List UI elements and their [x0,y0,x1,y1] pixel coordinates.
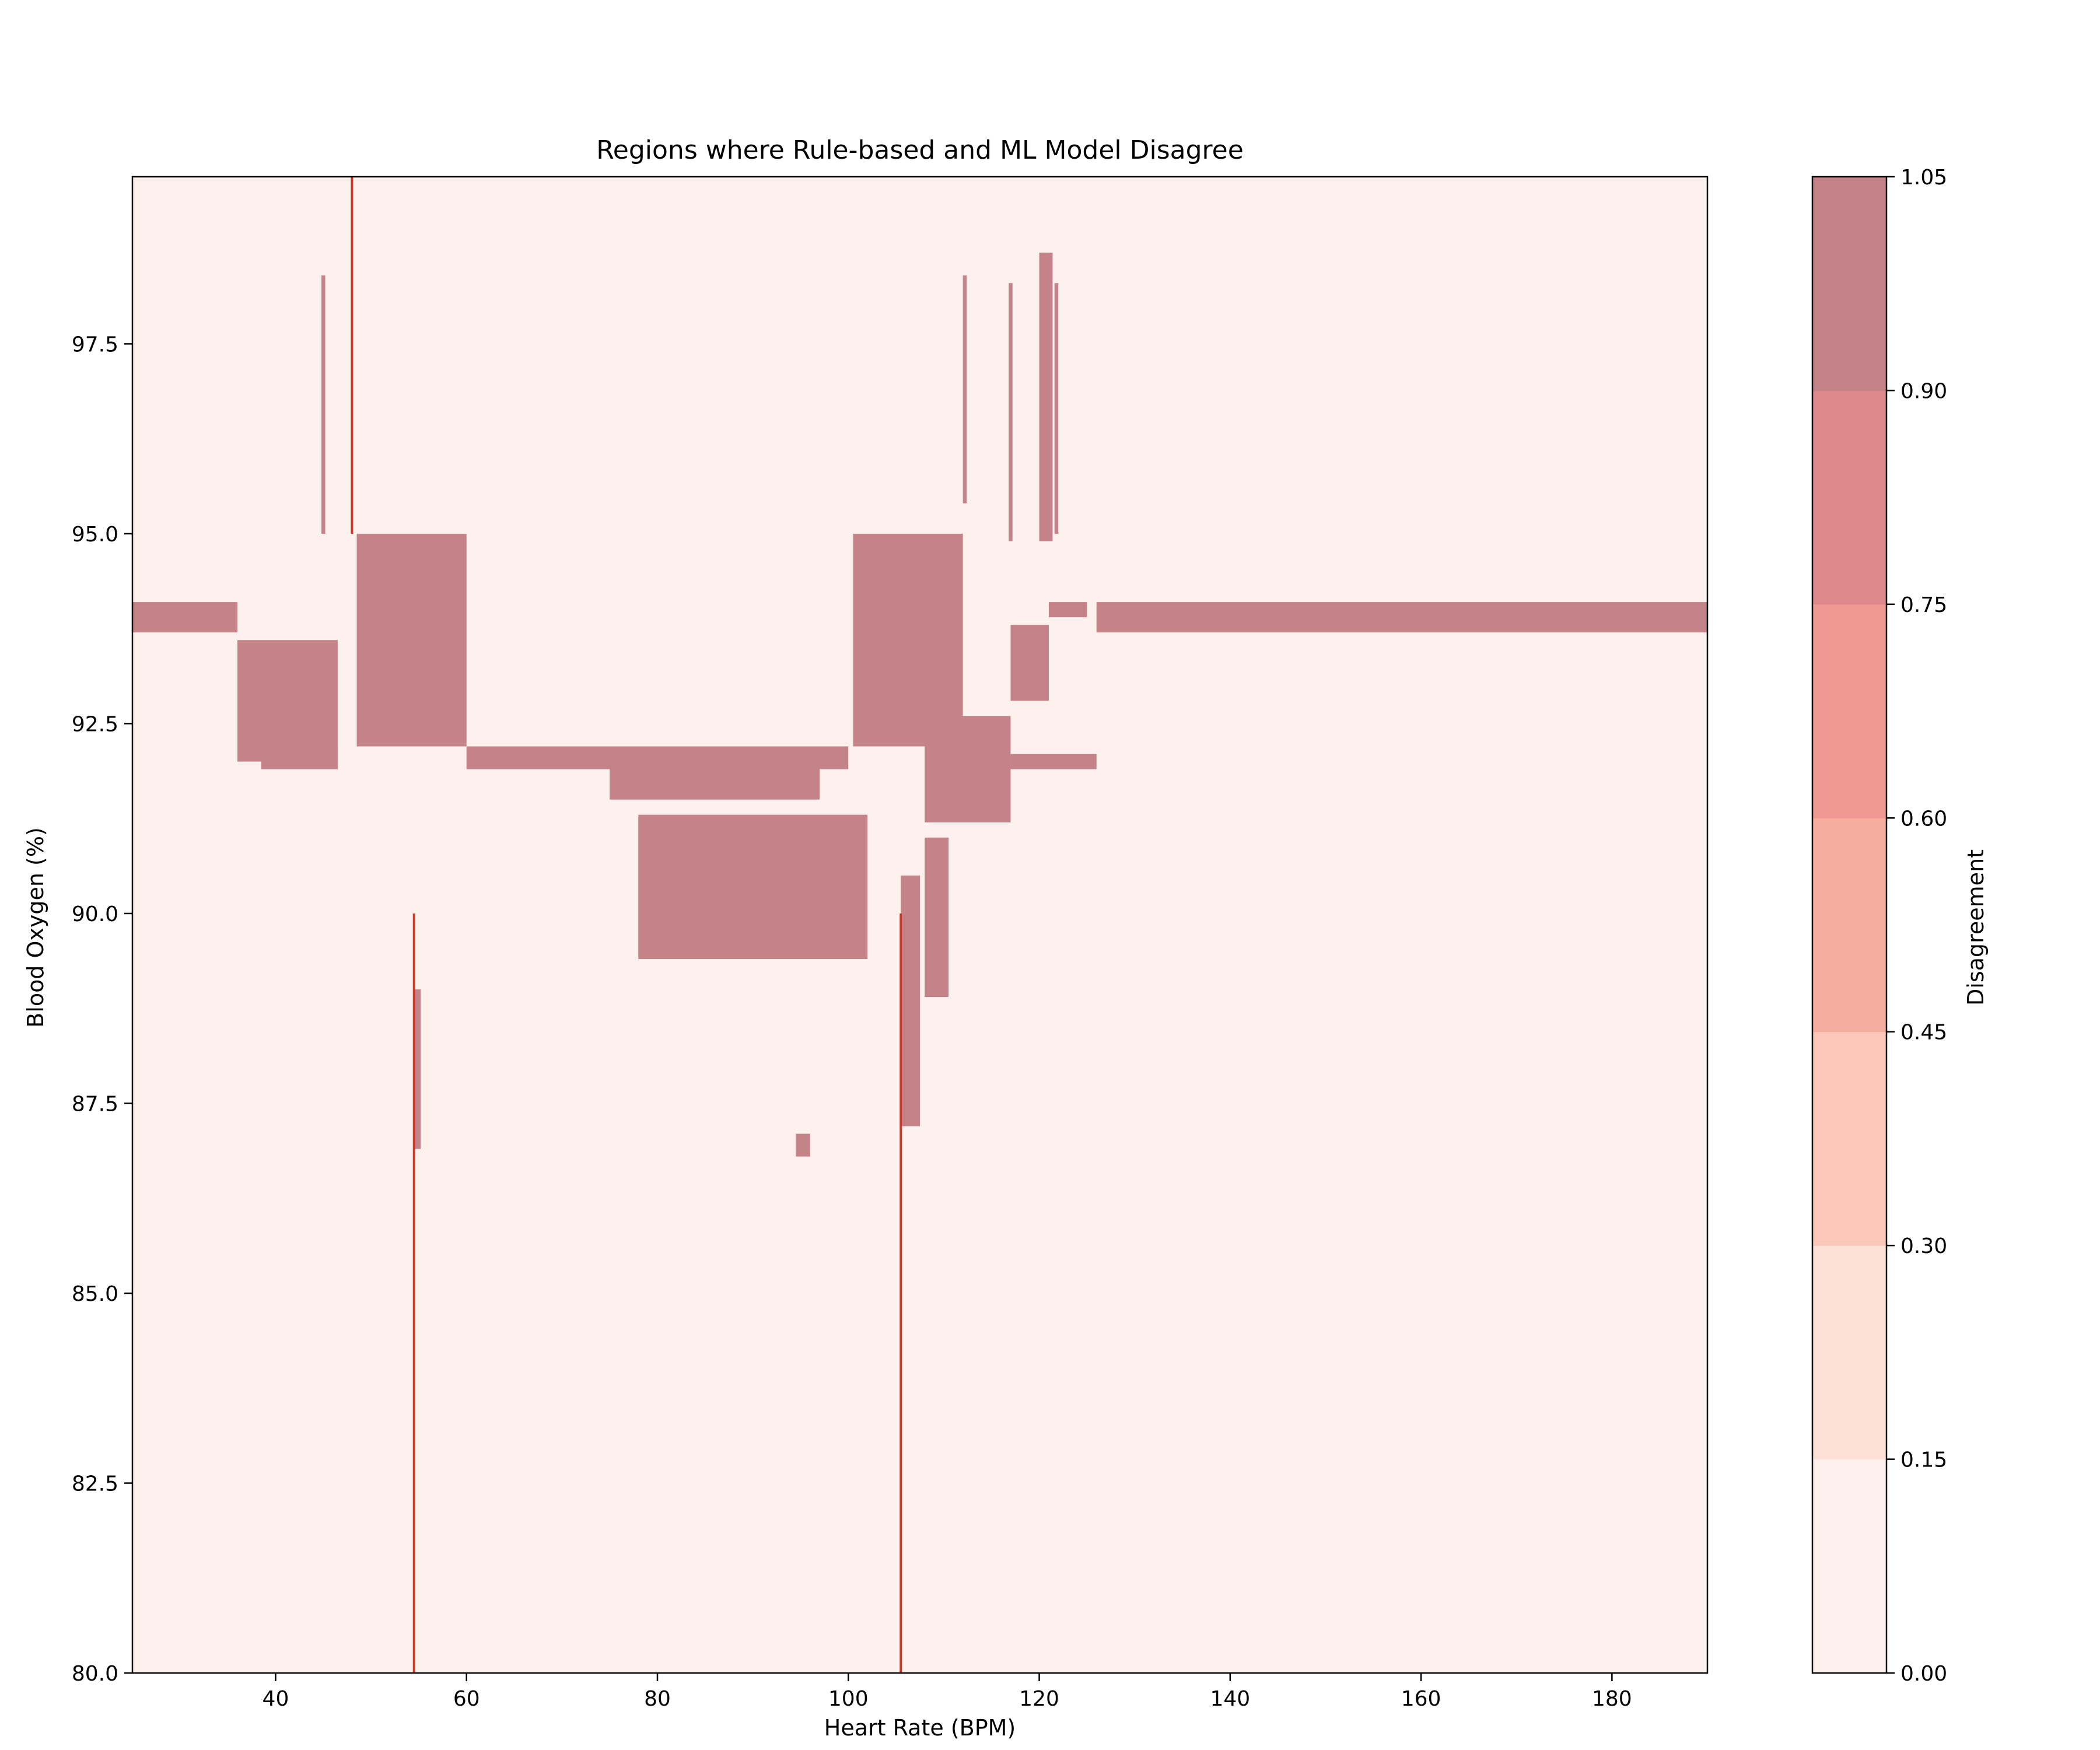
colorbar: 0.00 0.15 0.30 0.45 0.60 0.75 0.90 1.05 [1811,166,1947,1686]
x-axis-label: Heart Rate (BPM) [824,1715,1016,1741]
region-band [321,275,326,534]
colorbar-segment [1812,1245,1887,1460]
colorbar-tick-label: 0.60 [1901,807,1947,831]
region-band [237,640,338,762]
region-band [1048,602,1087,618]
y-tick-label: 92.5 [72,712,118,736]
colorbar-segment [1812,604,1887,818]
region-band [356,533,467,747]
region-column-108-110 [925,837,949,998]
colorbar-segment [1812,1031,1887,1246]
y-axis-ticks: 80.0 82.5 85.0 87.5 90.0 92.5 95.0 97.5 [72,332,132,1686]
x-tick-label: 160 [1401,1687,1441,1711]
x-tick-label: 180 [1592,1687,1632,1711]
axes-frame [131,176,1709,1674]
y-tick-label: 82.5 [72,1472,118,1496]
x-tick-label: 80 [644,1687,671,1711]
y-tick-label: 95.0 [72,523,118,547]
colorbar-tick-label: 0.15 [1901,1448,1947,1472]
region-spike-117 [1009,283,1013,541]
colorbar-tick-label: 0.30 [1901,1234,1947,1258]
region-wedge-50-60 [356,533,467,747]
colorbar-tick-label: 0.75 [1901,593,1947,617]
y-axis-label: Blood Oxygen (%) [23,827,48,1028]
colorbar-tick-label: 0.45 [1901,1021,1947,1045]
region-band [638,814,867,960]
colorbar-segment [1812,177,1887,391]
region-column-104-107 [901,875,920,1126]
x-tick-label: 140 [1210,1687,1250,1711]
plot-area [131,176,1709,1674]
region-band [1054,283,1059,534]
y-tick-label: 97.5 [72,332,118,356]
region-band-low-hr [132,602,237,633]
colorbar-label: Disagreement [1963,849,1989,1006]
region-block-78-102 [638,814,867,960]
colorbar-segment [1812,818,1887,1032]
region-band [925,716,1011,822]
region-band [963,275,967,503]
x-tick-label: 100 [828,1687,869,1711]
region-stair-108-117 [925,716,1011,822]
region-stair-38-46 [237,640,338,762]
region-spike-121-8 [1054,283,1059,534]
region-spike-120 [1039,253,1053,541]
region-wedge-100-112 [853,533,963,747]
y-tick-label: 87.5 [72,1092,118,1116]
region-band [1010,754,1097,769]
region-block-76-97 [610,761,820,800]
region-band [1096,602,1707,633]
region-band [901,875,920,1126]
y-tick-label: 90.0 [72,902,118,926]
region-band-120-126 [1048,602,1087,618]
region-band [1009,283,1013,541]
region-stair-117-121 [1010,625,1049,701]
x-axis-ticks: 40 60 80 100 120 140 160 180 [262,1673,1632,1711]
colorbar-tick-label: 0.90 [1901,379,1947,403]
region-spike-112 [963,275,967,503]
region-dot-95 [796,1133,810,1157]
y-tick-label: 85.0 [72,1282,118,1306]
region-band-92-right [1010,754,1097,769]
region-band [796,1133,810,1157]
colorbar-frame [1811,176,1888,1674]
region-spike-45 [321,275,326,534]
region-band [132,602,237,633]
colorbar-segment [1812,390,1887,605]
region-band [853,533,963,747]
region-band [610,761,820,800]
region-band [1039,253,1053,541]
x-tick-label: 40 [262,1687,289,1711]
x-tick-label: 60 [453,1687,480,1711]
colorbar-tick-label: 0.00 [1901,1662,1947,1686]
colorbar-tick-label: 1.05 [1901,166,1947,190]
chart-title: Regions where Rule-based and ML Model Di… [596,135,1244,165]
region-band [1010,625,1049,701]
region-band-high-hr [1096,602,1707,633]
y-tick-label: 80.0 [72,1662,118,1686]
region-band [925,837,949,998]
colorbar-segment [1812,1459,1887,1674]
x-tick-label: 120 [1019,1687,1059,1711]
